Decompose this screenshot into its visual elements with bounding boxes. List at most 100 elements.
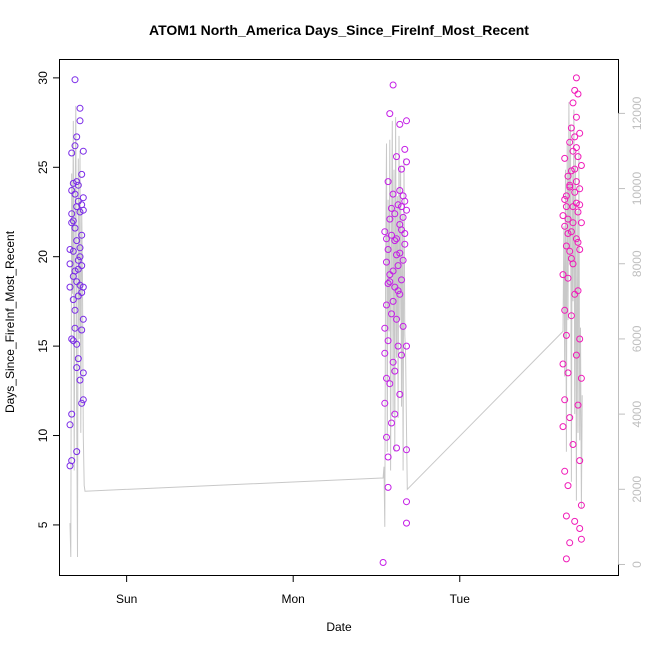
data-point [561, 222, 569, 230]
data-point [71, 142, 79, 150]
data-point [564, 482, 572, 490]
data-point [398, 276, 405, 284]
data-point [69, 217, 77, 225]
data-point [576, 335, 584, 343]
data-point [576, 129, 584, 137]
data-point [76, 281, 84, 289]
y-axis-label: Days_Since_FireInf_Most_Recent [3, 230, 17, 413]
data-point [76, 117, 84, 125]
data-point [394, 287, 402, 295]
secondary-series-line [69, 102, 583, 558]
data-point [401, 145, 409, 153]
x-tick-label: Tue [450, 592, 471, 606]
data-point [73, 340, 81, 348]
data-point [399, 322, 407, 330]
data-point [396, 390, 404, 398]
data-point [78, 231, 86, 239]
data-point [574, 153, 582, 161]
data-point [572, 144, 580, 152]
data-point [391, 210, 399, 218]
data-point [571, 517, 579, 525]
x-tick-label: Mon [282, 592, 305, 606]
data-point [564, 172, 572, 180]
data-point [383, 374, 390, 382]
data-point [574, 208, 582, 216]
y-tick-label: 25 [36, 160, 50, 174]
data-point [79, 147, 87, 155]
data-point [577, 219, 585, 227]
data-point [73, 448, 81, 456]
data-point [403, 498, 410, 506]
data-point [572, 178, 580, 186]
data-point [577, 374, 585, 382]
y-tick-label: 15 [36, 339, 50, 353]
data-point [561, 306, 569, 314]
data-point [379, 559, 387, 566]
data-point [73, 364, 81, 372]
data-point [68, 219, 76, 227]
data-point [576, 525, 584, 532]
data-point [403, 206, 410, 214]
data-point [562, 203, 570, 211]
data-point [567, 312, 575, 320]
y-tick-label: 30 [36, 71, 50, 85]
data-point [396, 221, 404, 228]
data-point [567, 255, 575, 262]
data-point [73, 237, 81, 245]
data-point [69, 296, 77, 304]
data-point [384, 483, 392, 491]
data-point [569, 99, 577, 107]
y-tick-label: 5 [36, 521, 50, 528]
data-point [574, 287, 582, 295]
data-point [574, 90, 582, 98]
data-point [389, 297, 397, 305]
data-point [73, 178, 81, 186]
data-point [401, 240, 409, 248]
data-point [383, 301, 390, 309]
data-point [566, 539, 574, 547]
data-point [576, 457, 584, 465]
data-point [66, 421, 74, 429]
data-point [386, 380, 394, 388]
data-point [564, 230, 572, 237]
y2-tick-label: 12000 [630, 96, 644, 130]
data-point [577, 162, 585, 169]
data-point [386, 278, 394, 286]
data-point [399, 192, 407, 200]
plot-frame [59, 59, 619, 576]
data-point [79, 369, 87, 377]
data-point [401, 230, 409, 237]
data-point [391, 237, 399, 245]
data-point [66, 246, 74, 253]
data-point [564, 215, 572, 223]
data-point [396, 120, 404, 128]
data-point [388, 204, 395, 212]
data-point [561, 196, 569, 203]
data-point [566, 181, 574, 189]
secondary-layer [69, 102, 583, 558]
data-point [394, 201, 402, 209]
data-point [393, 153, 400, 161]
data-point [567, 124, 575, 132]
data-point [383, 258, 390, 266]
y2-tick-label: 8000 [630, 250, 644, 277]
data-point [394, 342, 402, 350]
data-point [398, 351, 405, 359]
data-point [576, 185, 584, 193]
y-tick-label: 20 [36, 250, 50, 264]
data-point [386, 271, 394, 279]
data-point [561, 154, 569, 162]
data-point [571, 165, 579, 173]
chart-title: ATOM1 North_America Days_Since_FireInf_M… [149, 22, 529, 38]
data-point [569, 441, 577, 448]
data-point [577, 501, 585, 509]
data-point [74, 355, 82, 363]
data-point [71, 224, 79, 232]
data-point [572, 235, 580, 243]
data-point [68, 210, 76, 218]
data-point [562, 242, 570, 250]
data-point [561, 467, 569, 475]
data-point [403, 446, 410, 454]
data-point [398, 165, 405, 173]
